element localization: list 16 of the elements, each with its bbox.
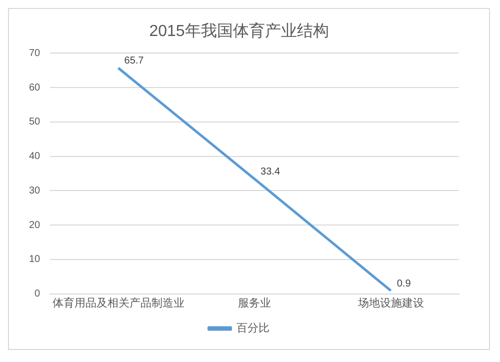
y-tick-label: 50 bbox=[29, 116, 41, 128]
y-tick-label: 20 bbox=[29, 220, 41, 231]
x-tick-label: 服务业 bbox=[238, 296, 272, 310]
y-tick-label: 40 bbox=[29, 151, 41, 162]
y-tick-label: 60 bbox=[29, 82, 41, 94]
data-label: 0.9 bbox=[396, 278, 412, 290]
data-label: 33.4 bbox=[260, 166, 280, 178]
x-tick-label: 体育用品及相关产品制造业 bbox=[52, 296, 184, 310]
chart-title: 2015年我国体育产业结构 bbox=[149, 22, 329, 40]
data-label: 65.7 bbox=[124, 56, 144, 67]
legend-label: 百分比 bbox=[236, 322, 270, 335]
x-tick-label: 场地设施建设 bbox=[356, 296, 424, 310]
y-tick-label: 0 bbox=[34, 288, 41, 300]
y-tick-label: 30 bbox=[29, 185, 41, 196]
y-tick-label: 70 bbox=[29, 48, 41, 59]
y-tick-label: 10 bbox=[29, 254, 41, 266]
